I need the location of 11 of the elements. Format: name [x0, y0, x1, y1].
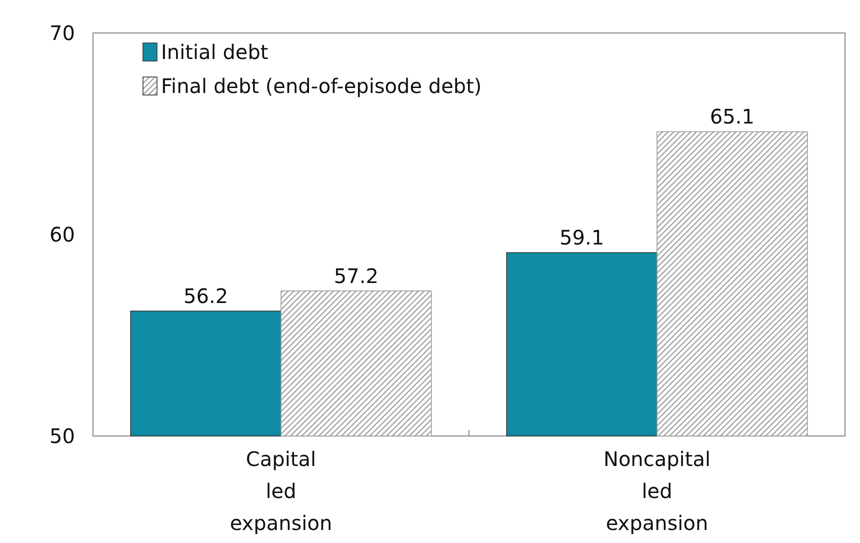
- data-label: 59.1: [560, 226, 604, 250]
- data-label: 57.2: [334, 264, 378, 288]
- y-tick-label: 50: [50, 424, 75, 448]
- legend-label: Final debt (end-of-episode debt): [161, 74, 482, 98]
- x-tick-label: Capital led expansion: [230, 447, 332, 535]
- legend-label: Initial debt: [161, 40, 268, 64]
- data-label: 65.1: [710, 104, 754, 129]
- x-tick-label: Noncapital led expansion: [603, 447, 711, 535]
- y-tick-label: 70: [50, 21, 75, 45]
- data-label: 56.2: [184, 284, 228, 308]
- y-tick-label: 60: [50, 222, 75, 246]
